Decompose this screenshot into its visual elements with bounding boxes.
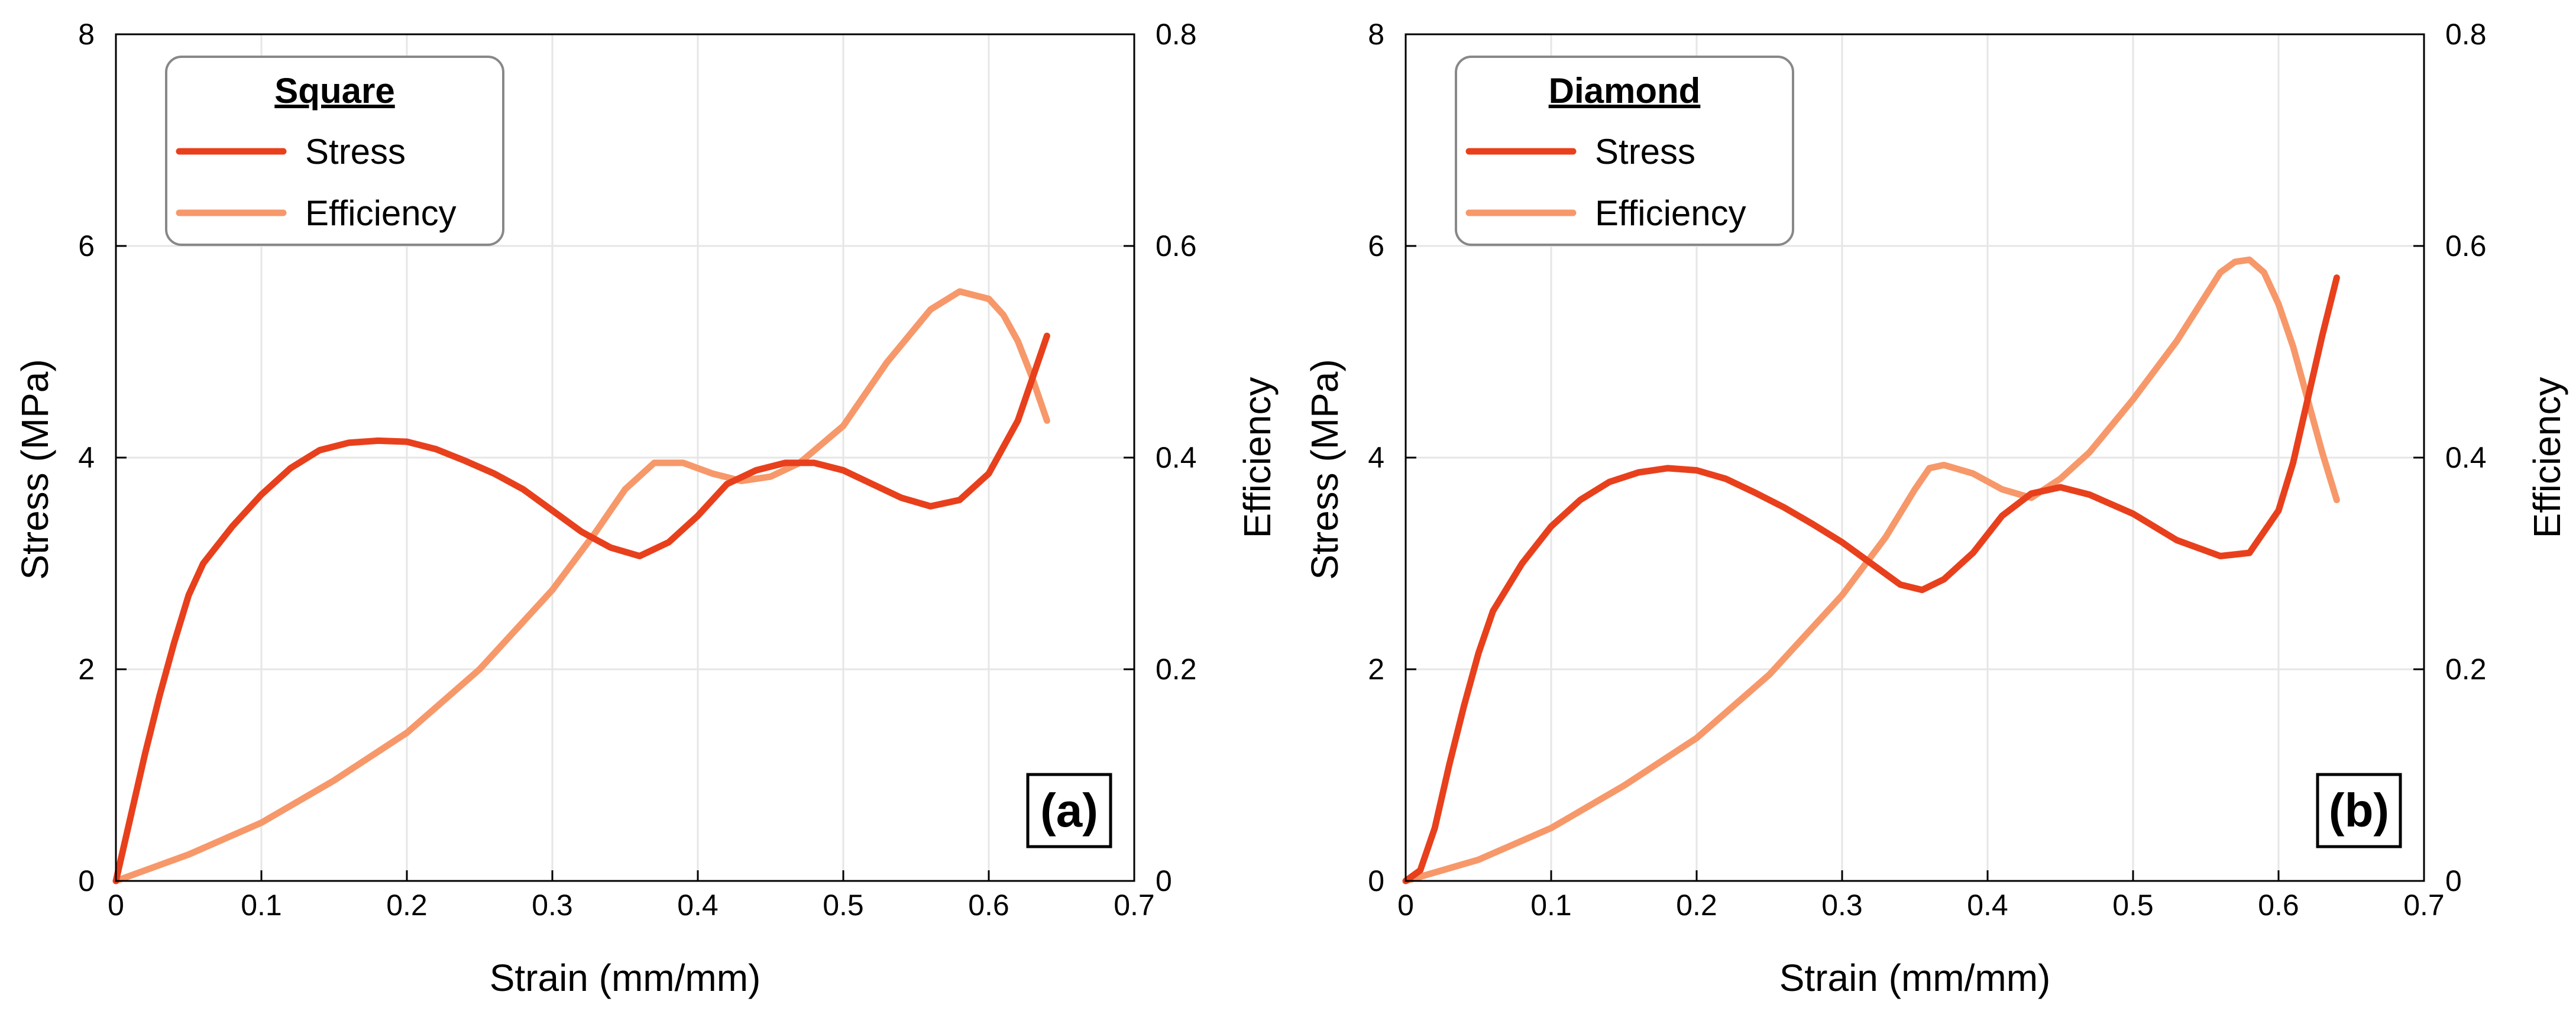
x-tick-label: 0.3 [532,889,573,922]
legend-title: Diamond [1549,71,1701,111]
y-tick-label: 6 [1368,229,1384,263]
x-axis-label: Strain (mm/mm) [1779,957,2051,999]
y-tick-label: 2 [78,653,95,686]
y2-axis-label: Efficiency [2526,377,2568,539]
x-tick-label: 0.6 [968,889,1009,922]
series-line-stress [112,332,1050,884]
panel-label: (a) [1026,773,1112,848]
y-tick-label: 6 [78,229,95,263]
legend-label-efficiency: Efficiency [305,193,457,233]
panel-label: (b) [2316,773,2402,848]
x-tick-label: 0.7 [2403,889,2445,922]
x-tick-label: 0.4 [1967,889,2008,922]
y2-tick-label: 0.8 [2445,18,2487,51]
legend-label-stress: Stress [305,132,406,171]
x-axis-label: Strain (mm/mm) [490,957,761,999]
y-tick-label: 8 [78,18,95,51]
panel-label-text: (b) [2329,784,2389,837]
legend: Diamond Stress Efficiency [1455,56,1794,246]
x-tick-label: 0.7 [1114,889,1155,922]
legend: Square Stress Efficiency [165,56,504,246]
legend-label-efficiency: Efficiency [1595,193,1746,233]
y2-tick-label: 0.2 [2445,653,2487,686]
y2-tick-label: 0.2 [1156,653,1197,686]
y2-tick-label: 0.4 [2445,441,2487,474]
y2-axis-label: Efficiency [1236,377,1279,539]
x-tick-label: 0.2 [1676,889,1717,922]
y2-tick-label: 0.6 [1156,229,1197,263]
y2-tick-label: 0.6 [2445,229,2487,263]
y-tick-label: 8 [1368,18,1384,51]
y-axis-label: Stress (MPa) [1303,359,1346,579]
x-tick-label: 0.1 [241,889,282,922]
x-tick-label: 0.4 [677,889,719,922]
y-tick-label: 0 [1368,864,1384,897]
x-tick-label: 0.5 [823,889,864,922]
legend-box [1455,56,1794,246]
x-tick-label: 0.1 [1530,889,1572,922]
plot-frame [1404,33,2425,882]
x-tick-label: 0 [108,889,124,922]
x-tick-label: 0 [1397,889,1414,922]
chart-panel-b: 0 0.1 0.2 0.3 0.4 0.5 0.6 0.70246800.20.40.60.8… [1303,18,2568,999]
y-tick-label: 0 [78,864,95,897]
y2-tick-label: 0 [2445,864,2462,897]
panel-label-text: (a) [1040,784,1098,837]
panel-label-box [2316,773,2402,848]
legend-title: Square [274,71,394,111]
y-tick-label: 4 [1368,441,1384,474]
y-axis-label: Stress (MPa) [14,359,56,579]
series-line-efficiency [112,288,1050,884]
y-tick-label: 2 [1368,653,1384,686]
y2-tick-label: 0.8 [1156,18,1197,51]
x-tick-label: 0.5 [2112,889,2154,922]
legend-box [165,56,504,246]
plot-frame [115,33,1135,882]
x-tick-label: 0.3 [1821,889,1863,922]
series-line-efficiency [1402,256,2340,884]
chart-panel-a: 0 0.1 0.2 0.3 0.4 0.5 0.6 0.70246800.20.40.60.8… [14,18,1279,999]
y-tick-label: 4 [78,441,95,474]
legend-label-stress: Stress [1595,132,1695,171]
y2-tick-label: 0 [1156,864,1172,897]
x-tick-label: 0.2 [386,889,428,922]
y2-tick-label: 0.4 [1156,441,1197,474]
x-tick-label: 0.6 [2258,889,2299,922]
panel-label-box [1026,773,1112,848]
series-line-stress [1402,274,2340,884]
